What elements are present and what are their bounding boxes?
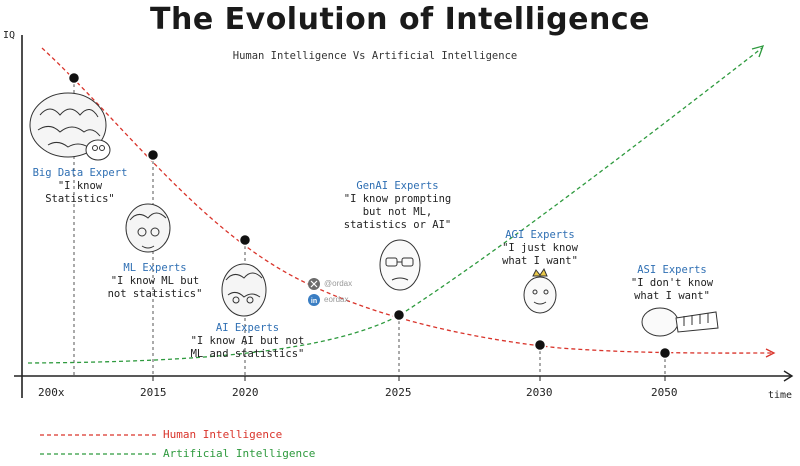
watermark-linkedin-handle: eordax: [324, 295, 349, 304]
stage-quote: "I know Statistics": [45, 180, 115, 206]
x-tick-label: 2015: [140, 386, 167, 399]
ai-expert-illustration: [221, 263, 267, 317]
marker-agi: [533, 338, 547, 352]
stage-label-ml: ML Experts "I know ML but not statistics…: [95, 262, 215, 301]
x-logo-icon: [308, 278, 320, 290]
asi-expert-illustration: [641, 307, 719, 337]
stage-quote: "I just know what I want": [502, 242, 578, 268]
x-axis-arrowhead: [783, 370, 794, 382]
x-tick-label: 2020: [232, 386, 259, 399]
x-axis-ticks: [152, 376, 666, 381]
stage-role: GenAI Experts: [356, 180, 439, 192]
stage-role: AGI Experts: [505, 229, 575, 241]
y-axis-label: IQ: [3, 30, 16, 41]
legend-human-label: Human Intelligence: [163, 428, 283, 441]
ml-expert-illustration: [125, 203, 171, 253]
genai-expert-illustration: [379, 239, 421, 291]
stage-role: ASI Experts: [637, 264, 707, 276]
marker-big-data: [67, 71, 81, 85]
legend-ai-label: Artificial Intelligence: [163, 447, 316, 460]
svg-text:in: in: [311, 298, 317, 305]
stage-role: Big Data Expert: [32, 167, 128, 179]
stage-quote: "I don't know what I want": [630, 277, 714, 303]
x-tick-label: 2030: [526, 386, 553, 399]
stage-quote: "I know AI but not ML and statistics": [190, 335, 305, 361]
stage-label-agi: AGI Experts "I just know what I want": [480, 229, 600, 268]
marker-ai: [238, 233, 252, 247]
stage-role: ML Experts: [123, 262, 187, 274]
stage-label-genai: GenAI Experts "I know prompting but not …: [330, 180, 465, 233]
x-tick-label: 200x: [38, 386, 65, 399]
ai-curve-arrowhead: [751, 45, 765, 58]
stage-label-ai: AI Experts "I know AI but not ML and sta…: [180, 322, 315, 361]
page-subtitle: Human Intelligence Vs Artificial Intelli…: [232, 50, 518, 62]
watermark-x-handle: @ordax: [324, 279, 353, 288]
big-brain-illustration: [29, 92, 111, 161]
marker-asi: [658, 346, 672, 360]
stage-quote: "I know prompting but not ML, statistics…: [343, 193, 452, 232]
marker-ml: [146, 148, 160, 162]
linkedin-icon: in: [308, 294, 320, 306]
stage-label-big-data: Big Data Expert "I know Statistics": [20, 167, 140, 206]
stage-quote: "I know ML but not statistics": [107, 275, 203, 301]
human-curve-arrowhead: [765, 348, 776, 358]
x-axis-label: time: [768, 390, 793, 401]
stage-role: AI Experts: [215, 322, 280, 334]
x-tick-label: 2025: [385, 386, 412, 399]
x-tick-label: 2050: [651, 386, 678, 399]
agi-expert-illustration: [523, 267, 557, 314]
marker-genai: [392, 308, 406, 322]
stage-label-asi: ASI Experts "I don't know what I want": [612, 264, 732, 303]
page-title: The Evolution of Intelligence: [150, 2, 650, 37]
stage-markers: [67, 71, 672, 360]
